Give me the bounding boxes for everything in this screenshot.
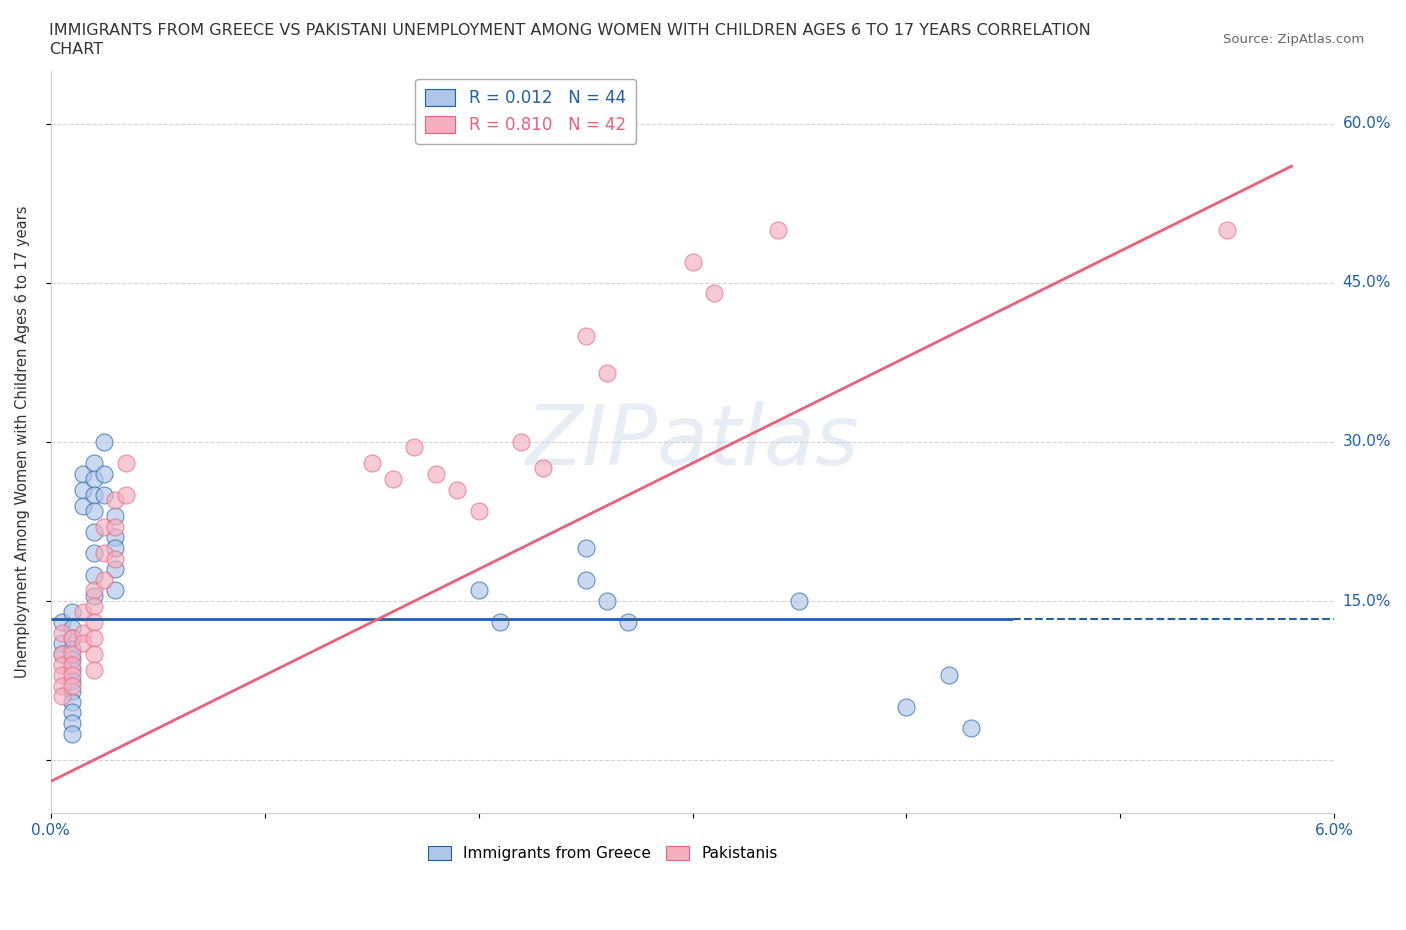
- Point: [60, 705, 83, 720]
- Point: [938, 668, 960, 683]
- Point: [72, 466, 94, 481]
- Text: 30.0%: 30.0%: [1343, 434, 1391, 449]
- Point: [51, 646, 73, 661]
- Point: [959, 721, 981, 736]
- Point: [51, 646, 73, 661]
- Point: [104, 519, 127, 534]
- Text: 60.0%: 60.0%: [1343, 116, 1391, 131]
- Point: [574, 572, 596, 587]
- Text: 15.0%: 15.0%: [1343, 593, 1391, 608]
- Point: [425, 466, 447, 481]
- Point: [60, 662, 83, 677]
- Point: [60, 678, 83, 693]
- Point: [574, 328, 596, 343]
- Point: [104, 540, 127, 555]
- Point: [104, 551, 127, 566]
- Point: [72, 498, 94, 513]
- Point: [60, 695, 83, 710]
- Point: [83, 589, 105, 604]
- Point: [93, 546, 115, 561]
- Point: [60, 646, 83, 661]
- Point: [83, 662, 105, 677]
- Point: [51, 615, 73, 630]
- Point: [703, 286, 725, 301]
- Point: [104, 583, 127, 598]
- Point: [72, 625, 94, 640]
- Point: [114, 487, 136, 502]
- Point: [93, 519, 115, 534]
- Point: [60, 604, 83, 619]
- Point: [510, 434, 533, 449]
- Point: [51, 625, 73, 640]
- Point: [51, 636, 73, 651]
- Point: [51, 689, 73, 704]
- Point: [60, 652, 83, 667]
- Point: [83, 525, 105, 539]
- Point: [60, 684, 83, 698]
- Point: [83, 646, 105, 661]
- Point: [766, 222, 789, 237]
- Text: Source: ZipAtlas.com: Source: ZipAtlas.com: [1223, 33, 1364, 46]
- Point: [596, 365, 619, 380]
- Point: [93, 572, 115, 587]
- Point: [93, 487, 115, 502]
- Point: [60, 658, 83, 672]
- Text: IMMIGRANTS FROM GREECE VS PAKISTANI UNEMPLOYMENT AMONG WOMEN WITH CHILDREN AGES : IMMIGRANTS FROM GREECE VS PAKISTANI UNEM…: [49, 23, 1091, 38]
- Point: [104, 530, 127, 545]
- Point: [72, 604, 94, 619]
- Point: [51, 678, 73, 693]
- Point: [60, 642, 83, 657]
- Point: [104, 509, 127, 524]
- Point: [404, 440, 426, 455]
- Point: [60, 715, 83, 730]
- Point: [72, 636, 94, 651]
- Point: [60, 620, 83, 635]
- Point: [531, 461, 554, 476]
- Point: [51, 668, 73, 683]
- Point: [83, 546, 105, 561]
- Point: [83, 456, 105, 471]
- Point: [93, 434, 115, 449]
- Point: [382, 472, 405, 486]
- Point: [467, 583, 489, 598]
- Point: [51, 658, 73, 672]
- Point: [1216, 222, 1239, 237]
- Point: [72, 483, 94, 498]
- Point: [93, 466, 115, 481]
- Point: [83, 615, 105, 630]
- Point: [83, 583, 105, 598]
- Legend: Immigrants from Greece, Pakistanis: Immigrants from Greece, Pakistanis: [427, 846, 778, 861]
- Point: [83, 567, 105, 582]
- Text: 45.0%: 45.0%: [1343, 275, 1391, 290]
- Point: [596, 593, 619, 608]
- Point: [682, 254, 704, 269]
- Point: [574, 540, 596, 555]
- Point: [83, 503, 105, 518]
- Y-axis label: Unemployment Among Women with Children Ages 6 to 17 years: Unemployment Among Women with Children A…: [15, 206, 30, 678]
- Point: [789, 593, 811, 608]
- Point: [60, 726, 83, 741]
- Point: [617, 615, 640, 630]
- Point: [114, 456, 136, 471]
- Text: ZIPatlas: ZIPatlas: [526, 402, 859, 483]
- Point: [446, 483, 468, 498]
- Point: [83, 472, 105, 486]
- Point: [83, 599, 105, 614]
- Point: [60, 631, 83, 645]
- Point: [104, 562, 127, 577]
- Point: [467, 503, 489, 518]
- Point: [489, 615, 512, 630]
- Point: [360, 456, 382, 471]
- Point: [60, 668, 83, 683]
- Point: [896, 699, 918, 714]
- Point: [60, 673, 83, 688]
- Point: [83, 631, 105, 645]
- Point: [83, 487, 105, 502]
- Point: [60, 631, 83, 645]
- Text: CHART: CHART: [49, 42, 103, 57]
- Point: [104, 493, 127, 508]
